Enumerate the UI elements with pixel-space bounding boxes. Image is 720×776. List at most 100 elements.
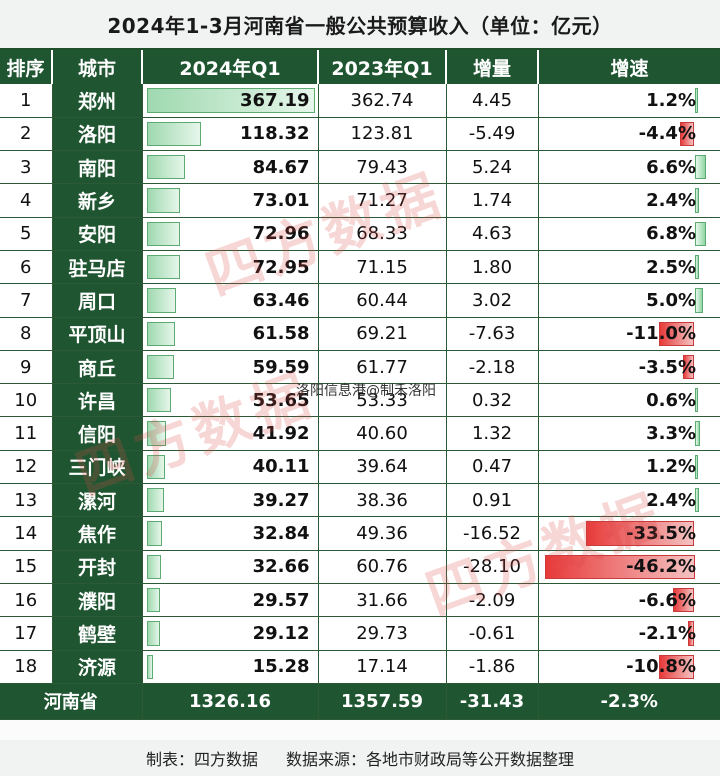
- value-2023-cell: 362.74: [318, 84, 447, 118]
- value-bar: [146, 388, 172, 413]
- value-2024-cell: 61.58: [142, 317, 319, 351]
- value-2024-cell: 32.84: [142, 516, 319, 551]
- rank-cell: 8: [0, 317, 53, 351]
- city-cell: 濮阳: [52, 583, 143, 618]
- value-2024-label: 41.92: [252, 423, 310, 445]
- value-2024-label: 32.66: [252, 556, 310, 578]
- city-cell: 洛阳: [52, 117, 143, 152]
- value-2024-cell: 40.11: [142, 450, 319, 485]
- growth-cell: 2.4%: [538, 183, 720, 218]
- city-cell: 许昌: [52, 383, 143, 418]
- growth-cell: -4.4%: [538, 117, 720, 152]
- header-2024q1: 2024年Q1: [142, 50, 319, 84]
- increment-cell: 0.47: [446, 450, 539, 485]
- header-2023q1: 2023年Q1: [318, 50, 447, 84]
- value-2023-cell: 69.21: [318, 317, 447, 351]
- page-title: 2024年1-3月河南省一般公共预算收入（单位：亿元）: [0, 0, 720, 50]
- value-bar: [146, 88, 315, 113]
- header-rank: 排序: [0, 50, 53, 84]
- city-cell: 周口: [52, 283, 143, 318]
- value-bar: [146, 288, 176, 313]
- increment-cell: 3.02: [446, 283, 539, 318]
- growth-label: 2.4%: [646, 489, 696, 511]
- growth-bar: [694, 488, 699, 513]
- value-2023-cell: 31.66: [318, 583, 447, 618]
- growth-label: -6.6%: [638, 589, 696, 611]
- total-growth: -2.3%: [538, 683, 720, 720]
- revenue-table: 排序 城市 2024年Q1 2023年Q1 增量 增速 1 郑州 367.19 362…: [0, 50, 720, 720]
- value-2024-cell: 53.65: [142, 383, 319, 418]
- growth-label: -3.5%: [638, 356, 696, 378]
- growth-label: 1.2%: [646, 89, 696, 111]
- city-cell: 开封: [52, 550, 143, 584]
- growth-label: -11.0%: [626, 323, 696, 345]
- growth-cell: 3.3%: [538, 416, 720, 451]
- rank-cell: 9: [0, 350, 53, 385]
- total-label: 河南省: [0, 683, 143, 720]
- growth-bar: [683, 354, 695, 380]
- increment-cell: -28.10: [446, 550, 539, 584]
- growth-label: -46.2%: [626, 556, 696, 578]
- value-2024-label: 15.28: [252, 656, 310, 678]
- value-bar: [146, 188, 180, 213]
- value-2023-cell: 40.60: [318, 416, 447, 451]
- increment-cell: 0.32: [446, 383, 539, 418]
- value-2024-cell: 32.66: [142, 550, 319, 584]
- growth-cell: 1.2%: [538, 450, 720, 485]
- increment-cell: 0.91: [446, 483, 539, 518]
- rank-cell: 2: [0, 117, 53, 152]
- rank-cell: 3: [0, 150, 53, 185]
- growth-cell: -3.5%: [538, 350, 720, 385]
- table-row: 4 新乡 73.01 71.27 1.74 2.4%: [0, 183, 720, 218]
- increment-cell: -7.63: [446, 317, 539, 351]
- growth-label: 1.2%: [646, 456, 696, 478]
- table-row: 13 漯河 39.27 38.36 0.91 2.4%: [0, 483, 720, 518]
- value-2023-cell: 38.36: [318, 483, 447, 518]
- value-2024-label: 32.84: [252, 523, 310, 544]
- value-2024-label: 84.67: [252, 156, 310, 178]
- increment-cell: 5.24: [446, 150, 539, 185]
- increment-cell: -2.09: [446, 583, 539, 618]
- growth-bar: [694, 188, 699, 213]
- value-bar: [146, 621, 160, 646]
- table-row: 9 商丘 59.59 61.77 -2.18 -3.5%: [0, 350, 720, 385]
- value-2024-cell: 41.92: [142, 416, 319, 451]
- rank-cell: 10: [0, 383, 53, 418]
- growth-label: -2.1%: [638, 622, 696, 644]
- city-cell: 南阳: [52, 150, 143, 185]
- value-2023-cell: 17.14: [318, 650, 447, 684]
- rank-cell: 4: [0, 183, 53, 218]
- increment-cell: 1.32: [446, 416, 539, 451]
- growth-label: 2.4%: [646, 190, 696, 212]
- footer-maker: 制表：四方数据: [145, 750, 258, 769]
- growth-label: 6.8%: [646, 223, 696, 245]
- value-2024-label: 61.58: [252, 323, 310, 345]
- growth-bar: [544, 554, 695, 579]
- value-2023-cell: 39.64: [318, 450, 447, 485]
- growth-cell: -6.6%: [538, 583, 720, 618]
- increment-cell: -2.18: [446, 350, 539, 385]
- growth-cell: -10.8%: [538, 650, 720, 684]
- growth-cell: -33.5%: [538, 516, 720, 551]
- value-2023-cell: 49.36: [318, 516, 447, 551]
- total-row: 河南省 1326.16 1357.59 -31.43 -2.3%: [0, 683, 720, 720]
- value-bar: [146, 488, 165, 513]
- city-cell: 安阳: [52, 217, 143, 251]
- total-increment: -31.43: [446, 683, 539, 720]
- rank-cell: 7: [0, 283, 53, 318]
- growth-cell: 6.8%: [538, 217, 720, 251]
- value-2024-label: 73.01: [252, 190, 310, 212]
- growth-bar: [694, 288, 703, 313]
- footer-source: 数据来源：各地市财政局等公开数据整理: [286, 750, 575, 769]
- city-cell: 三门峡: [52, 450, 143, 485]
- value-2024-cell: 367.19: [142, 84, 319, 118]
- growth-label: 5.0%: [646, 289, 696, 311]
- rank-cell: 15: [0, 550, 53, 584]
- table-row: 3 南阳 84.67 79.43 5.24 6.6%: [0, 150, 720, 185]
- growth-bar: [694, 254, 699, 280]
- value-2024-label: 367.19: [240, 89, 310, 111]
- city-cell: 郑州: [52, 84, 143, 118]
- total-2024q1: 1326.16: [142, 683, 319, 720]
- table-row: 7 周口 63.46 60.44 3.02 5.0%: [0, 283, 720, 318]
